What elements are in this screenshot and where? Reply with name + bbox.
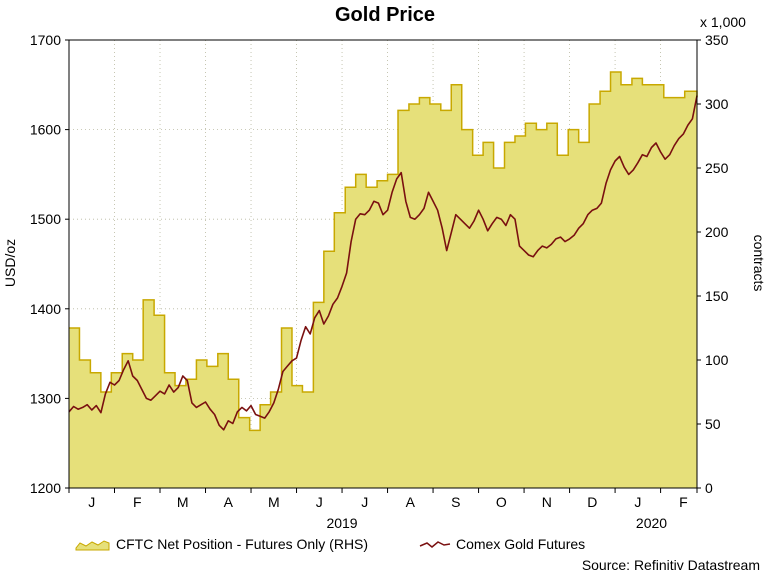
month-label: F xyxy=(133,494,142,510)
legend-swatch-comex xyxy=(419,541,451,548)
right-tick-label: 100 xyxy=(705,352,729,368)
legend-label-comex: Comex Gold Futures xyxy=(456,536,585,552)
comex-gold-line xyxy=(68,95,698,431)
left-axis-ticks: 1200 1300 1400 1500 1600 1700 xyxy=(30,32,69,496)
gold-line-layer xyxy=(68,95,698,431)
month-label: J xyxy=(316,494,323,510)
month-label: F xyxy=(679,494,688,510)
right-axis-multiplier: x 1,000 xyxy=(700,14,746,30)
legend-swatch-cftc xyxy=(75,540,110,551)
right-tick-label: 350 xyxy=(705,32,729,48)
month-label: M xyxy=(177,494,189,510)
right-axis-label: contracts xyxy=(751,235,767,292)
left-tick-label: 1200 xyxy=(30,480,61,496)
month-label: A xyxy=(406,494,416,510)
left-axis-label: USD/oz xyxy=(2,239,18,287)
left-tick-label: 1700 xyxy=(30,32,61,48)
right-axis-ticks: 0 50 100 150 200 250 300 350 xyxy=(697,32,729,496)
legend-label-cftc: CFTC Net Position - Futures Only (RHS) xyxy=(116,536,368,552)
month-label: N xyxy=(542,494,552,510)
month-label: J xyxy=(88,494,95,510)
month-label: D xyxy=(587,494,597,510)
right-tick-label: 250 xyxy=(705,160,729,176)
source-note: Source: Refinitiv Datastream xyxy=(582,557,760,573)
right-tick-label: 200 xyxy=(705,224,729,240)
month-label: M xyxy=(268,494,280,510)
plot-frame xyxy=(68,39,698,489)
legend: CFTC Net Position - Futures Only (RHS) C… xyxy=(75,536,585,552)
month-label: O xyxy=(496,494,507,510)
right-tick-label: 150 xyxy=(705,288,729,304)
chart-title: Gold Price xyxy=(335,4,435,26)
month-label: J xyxy=(634,494,641,510)
right-tick-label: 0 xyxy=(705,480,713,496)
x-axis-ticks: J F M A M J J A S O N D J F 2019 2020 xyxy=(68,488,698,531)
year-label: 2020 xyxy=(636,515,667,531)
cftc-net-position-edge xyxy=(69,71,698,432)
right-tick-label: 50 xyxy=(705,416,721,432)
month-label: J xyxy=(361,494,368,510)
month-label: A xyxy=(224,494,234,510)
year-label: 2019 xyxy=(326,515,357,531)
left-tick-label: 1500 xyxy=(30,211,61,227)
cftc-net-position-area xyxy=(69,72,697,488)
left-tick-label: 1300 xyxy=(30,390,61,406)
cftc-area-layer xyxy=(69,71,698,488)
left-tick-label: 1400 xyxy=(30,301,61,317)
left-tick-label: 1600 xyxy=(30,122,61,138)
month-label: S xyxy=(451,494,460,510)
right-tick-label: 300 xyxy=(705,96,729,112)
